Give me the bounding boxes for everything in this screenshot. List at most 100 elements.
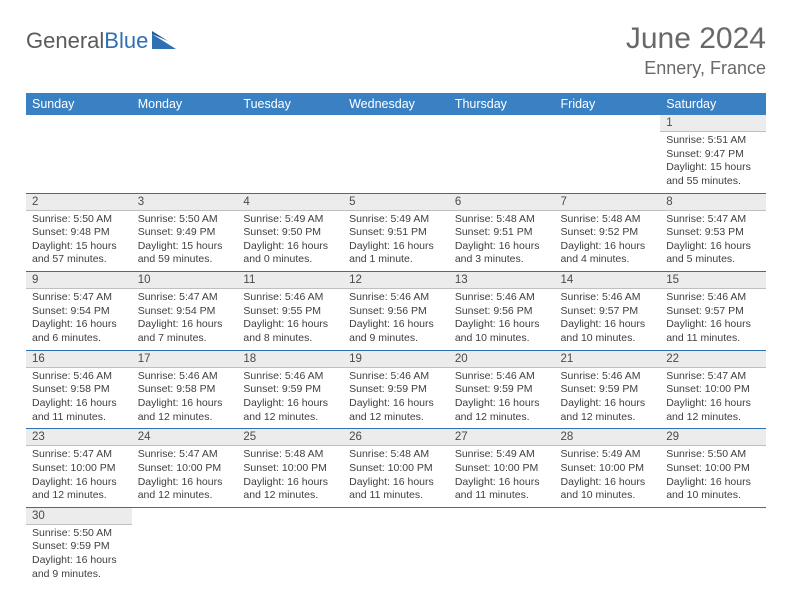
day-details: Sunrise: 5:49 AMSunset: 10:00 PMDaylight… <box>555 446 661 507</box>
calendar-cell: 16Sunrise: 5:46 AMSunset: 9:58 PMDayligh… <box>26 350 132 429</box>
day-number: 14 <box>555 272 661 288</box>
detail-line: Daylight: 16 hours <box>561 318 655 332</box>
calendar-cell: .. <box>660 507 766 585</box>
detail-line: Daylight: 15 hours <box>666 161 760 175</box>
calendar-cell: 4Sunrise: 5:49 AMSunset: 9:50 PMDaylight… <box>237 193 343 272</box>
detail-line: and 12 minutes. <box>138 489 232 503</box>
calendar-cell: .. <box>26 115 132 193</box>
detail-line: and 12 minutes. <box>455 411 549 425</box>
detail-line: Daylight: 16 hours <box>138 476 232 490</box>
detail-line: Sunrise: 5:46 AM <box>349 370 443 384</box>
detail-line: Sunset: 9:56 PM <box>349 305 443 319</box>
detail-line: Sunset: 10:00 PM <box>32 462 126 476</box>
detail-line: and 59 minutes. <box>138 253 232 267</box>
detail-line: and 3 minutes. <box>455 253 549 267</box>
detail-line: Sunset: 9:54 PM <box>32 305 126 319</box>
detail-line: Sunset: 9:59 PM <box>32 540 126 554</box>
day-number: 20 <box>449 351 555 367</box>
day-details: Sunrise: 5:49 AMSunset: 10:00 PMDaylight… <box>449 446 555 507</box>
detail-line: Sunset: 9:59 PM <box>561 383 655 397</box>
calendar-cell: 18Sunrise: 5:46 AMSunset: 9:59 PMDayligh… <box>237 350 343 429</box>
day-number: 25 <box>237 429 343 445</box>
day-details: Sunrise: 5:50 AMSunset: 10:00 PMDaylight… <box>660 446 766 507</box>
detail-line: Sunrise: 5:46 AM <box>561 291 655 305</box>
day-details: Sunrise: 5:46 AMSunset: 9:58 PMDaylight:… <box>26 368 132 429</box>
detail-line: Sunrise: 5:49 AM <box>455 448 549 462</box>
detail-line: Sunset: 9:58 PM <box>138 383 232 397</box>
detail-line: Sunset: 9:58 PM <box>32 383 126 397</box>
detail-line: Daylight: 16 hours <box>455 397 549 411</box>
calendar-cell: 21Sunrise: 5:46 AMSunset: 9:59 PMDayligh… <box>555 350 661 429</box>
calendar-cell: 11Sunrise: 5:46 AMSunset: 9:55 PMDayligh… <box>237 272 343 351</box>
day-details: Sunrise: 5:46 AMSunset: 9:59 PMDaylight:… <box>555 368 661 429</box>
detail-line: and 12 minutes. <box>243 411 337 425</box>
detail-line: Daylight: 16 hours <box>243 318 337 332</box>
detail-line: Daylight: 16 hours <box>138 318 232 332</box>
detail-line: and 11 minutes. <box>349 489 443 503</box>
day-details: Sunrise: 5:50 AMSunset: 9:48 PMDaylight:… <box>26 211 132 272</box>
detail-line: and 7 minutes. <box>138 332 232 346</box>
detail-line: and 12 minutes. <box>32 489 126 503</box>
detail-line: Sunset: 10:00 PM <box>455 462 549 476</box>
day-details: Sunrise: 5:46 AMSunset: 9:59 PMDaylight:… <box>449 368 555 429</box>
day-details: Sunrise: 5:46 AMSunset: 9:57 PMDaylight:… <box>660 289 766 350</box>
day-details: Sunrise: 5:46 AMSunset: 9:55 PMDaylight:… <box>237 289 343 350</box>
detail-line: Sunset: 9:59 PM <box>243 383 337 397</box>
detail-line: Sunset: 9:53 PM <box>666 226 760 240</box>
detail-line: Sunrise: 5:47 AM <box>32 291 126 305</box>
brand-part2: Blue <box>104 28 148 54</box>
day-number: 10 <box>132 272 238 288</box>
detail-line: Daylight: 16 hours <box>455 240 549 254</box>
detail-line: Sunrise: 5:46 AM <box>243 291 337 305</box>
calendar-cell: 24Sunrise: 5:47 AMSunset: 10:00 PMDaylig… <box>132 429 238 508</box>
weekday-header-row: SundayMondayTuesdayWednesdayThursdayFrid… <box>26 93 766 115</box>
day-number: 7 <box>555 194 661 210</box>
calendar-cell: .. <box>449 115 555 193</box>
weekday-header: Sunday <box>26 93 132 115</box>
detail-line: and 55 minutes. <box>666 175 760 189</box>
detail-line: Sunrise: 5:47 AM <box>32 448 126 462</box>
calendar-cell: 17Sunrise: 5:46 AMSunset: 9:58 PMDayligh… <box>132 350 238 429</box>
calendar-cell: .. <box>343 115 449 193</box>
detail-line: Sunrise: 5:47 AM <box>666 370 760 384</box>
calendar-cell: 6Sunrise: 5:48 AMSunset: 9:51 PMDaylight… <box>449 193 555 272</box>
day-number: 21 <box>555 351 661 367</box>
day-details: Sunrise: 5:48 AMSunset: 10:00 PMDaylight… <box>343 446 449 507</box>
detail-line: and 9 minutes. <box>32 568 126 582</box>
day-number: 22 <box>660 351 766 367</box>
detail-line: and 10 minutes. <box>666 489 760 503</box>
day-number: 2 <box>26 194 132 210</box>
calendar-cell: .. <box>555 115 661 193</box>
day-number: 15 <box>660 272 766 288</box>
day-number: 30 <box>26 508 132 524</box>
detail-line: Daylight: 16 hours <box>666 318 760 332</box>
detail-line: Sunrise: 5:48 AM <box>455 213 549 227</box>
detail-line: Daylight: 16 hours <box>561 397 655 411</box>
detail-line: Sunset: 9:56 PM <box>455 305 549 319</box>
brand-logo: GeneralBlue <box>26 22 178 54</box>
detail-line: Sunset: 10:00 PM <box>138 462 232 476</box>
month-title: June 2024 <box>626 22 766 56</box>
day-details: Sunrise: 5:46 AMSunset: 9:56 PMDaylight:… <box>343 289 449 350</box>
detail-line: and 11 minutes. <box>32 411 126 425</box>
detail-line: Sunrise: 5:46 AM <box>455 370 549 384</box>
calendar-cell: 8Sunrise: 5:47 AMSunset: 9:53 PMDaylight… <box>660 193 766 272</box>
detail-line: Sunrise: 5:48 AM <box>561 213 655 227</box>
detail-line: Sunset: 9:47 PM <box>666 148 760 162</box>
detail-line: Sunrise: 5:50 AM <box>32 527 126 541</box>
detail-line: Sunset: 10:00 PM <box>666 383 760 397</box>
detail-line: and 10 minutes. <box>561 332 655 346</box>
detail-line: Sunset: 9:57 PM <box>561 305 655 319</box>
calendar-cell: .. <box>237 115 343 193</box>
calendar-cell: 1Sunrise: 5:51 AMSunset: 9:47 PMDaylight… <box>660 115 766 193</box>
detail-line: and 10 minutes. <box>455 332 549 346</box>
calendar-cell: 2Sunrise: 5:50 AMSunset: 9:48 PMDaylight… <box>26 193 132 272</box>
detail-line: and 4 minutes. <box>561 253 655 267</box>
detail-line: and 12 minutes. <box>138 411 232 425</box>
day-details: Sunrise: 5:48 AMSunset: 10:00 PMDaylight… <box>237 446 343 507</box>
detail-line: Sunrise: 5:46 AM <box>349 291 443 305</box>
calendar-cell: .. <box>132 507 238 585</box>
detail-line: and 57 minutes. <box>32 253 126 267</box>
detail-line: and 5 minutes. <box>666 253 760 267</box>
detail-line: Daylight: 16 hours <box>349 476 443 490</box>
